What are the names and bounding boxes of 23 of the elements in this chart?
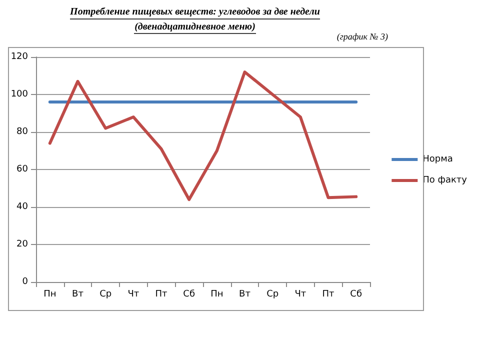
x-tick-label: Пт: [322, 290, 334, 300]
x-tick-label: Сб: [350, 290, 362, 300]
y-tick-label: 20: [16, 240, 28, 250]
y-tick-label: 60: [16, 164, 28, 174]
line-series: [48, 70, 358, 201]
x-tick-label: Ср: [266, 290, 279, 300]
y-tick-label: 40: [16, 202, 28, 212]
x-tick-label: Чт: [294, 290, 306, 300]
x-tick-label: Ср: [100, 290, 112, 300]
x-tick-label: Вт: [72, 290, 84, 300]
y-tick-label: 0: [22, 277, 28, 287]
y-tick-label: 100: [10, 90, 28, 100]
x-tick-label: Пн: [210, 290, 224, 300]
y-tick-label: 80: [16, 127, 28, 137]
x-tick-label: Пт: [155, 290, 168, 300]
text: (график № 3): [336, 32, 388, 42]
x-tick-label: Пн: [44, 290, 56, 300]
x-tick-label: Чт: [128, 290, 140, 300]
x-tick-label: Вт: [239, 290, 250, 300]
y-tick-label: 120: [10, 52, 28, 62]
x-tick-label: Сб: [183, 290, 196, 300]
chart-title: Потребление пищевых веществ: углеводов за две недели: [69, 6, 320, 18]
chart-subtitle: (двенадцатидневное меню): [134, 22, 256, 32]
